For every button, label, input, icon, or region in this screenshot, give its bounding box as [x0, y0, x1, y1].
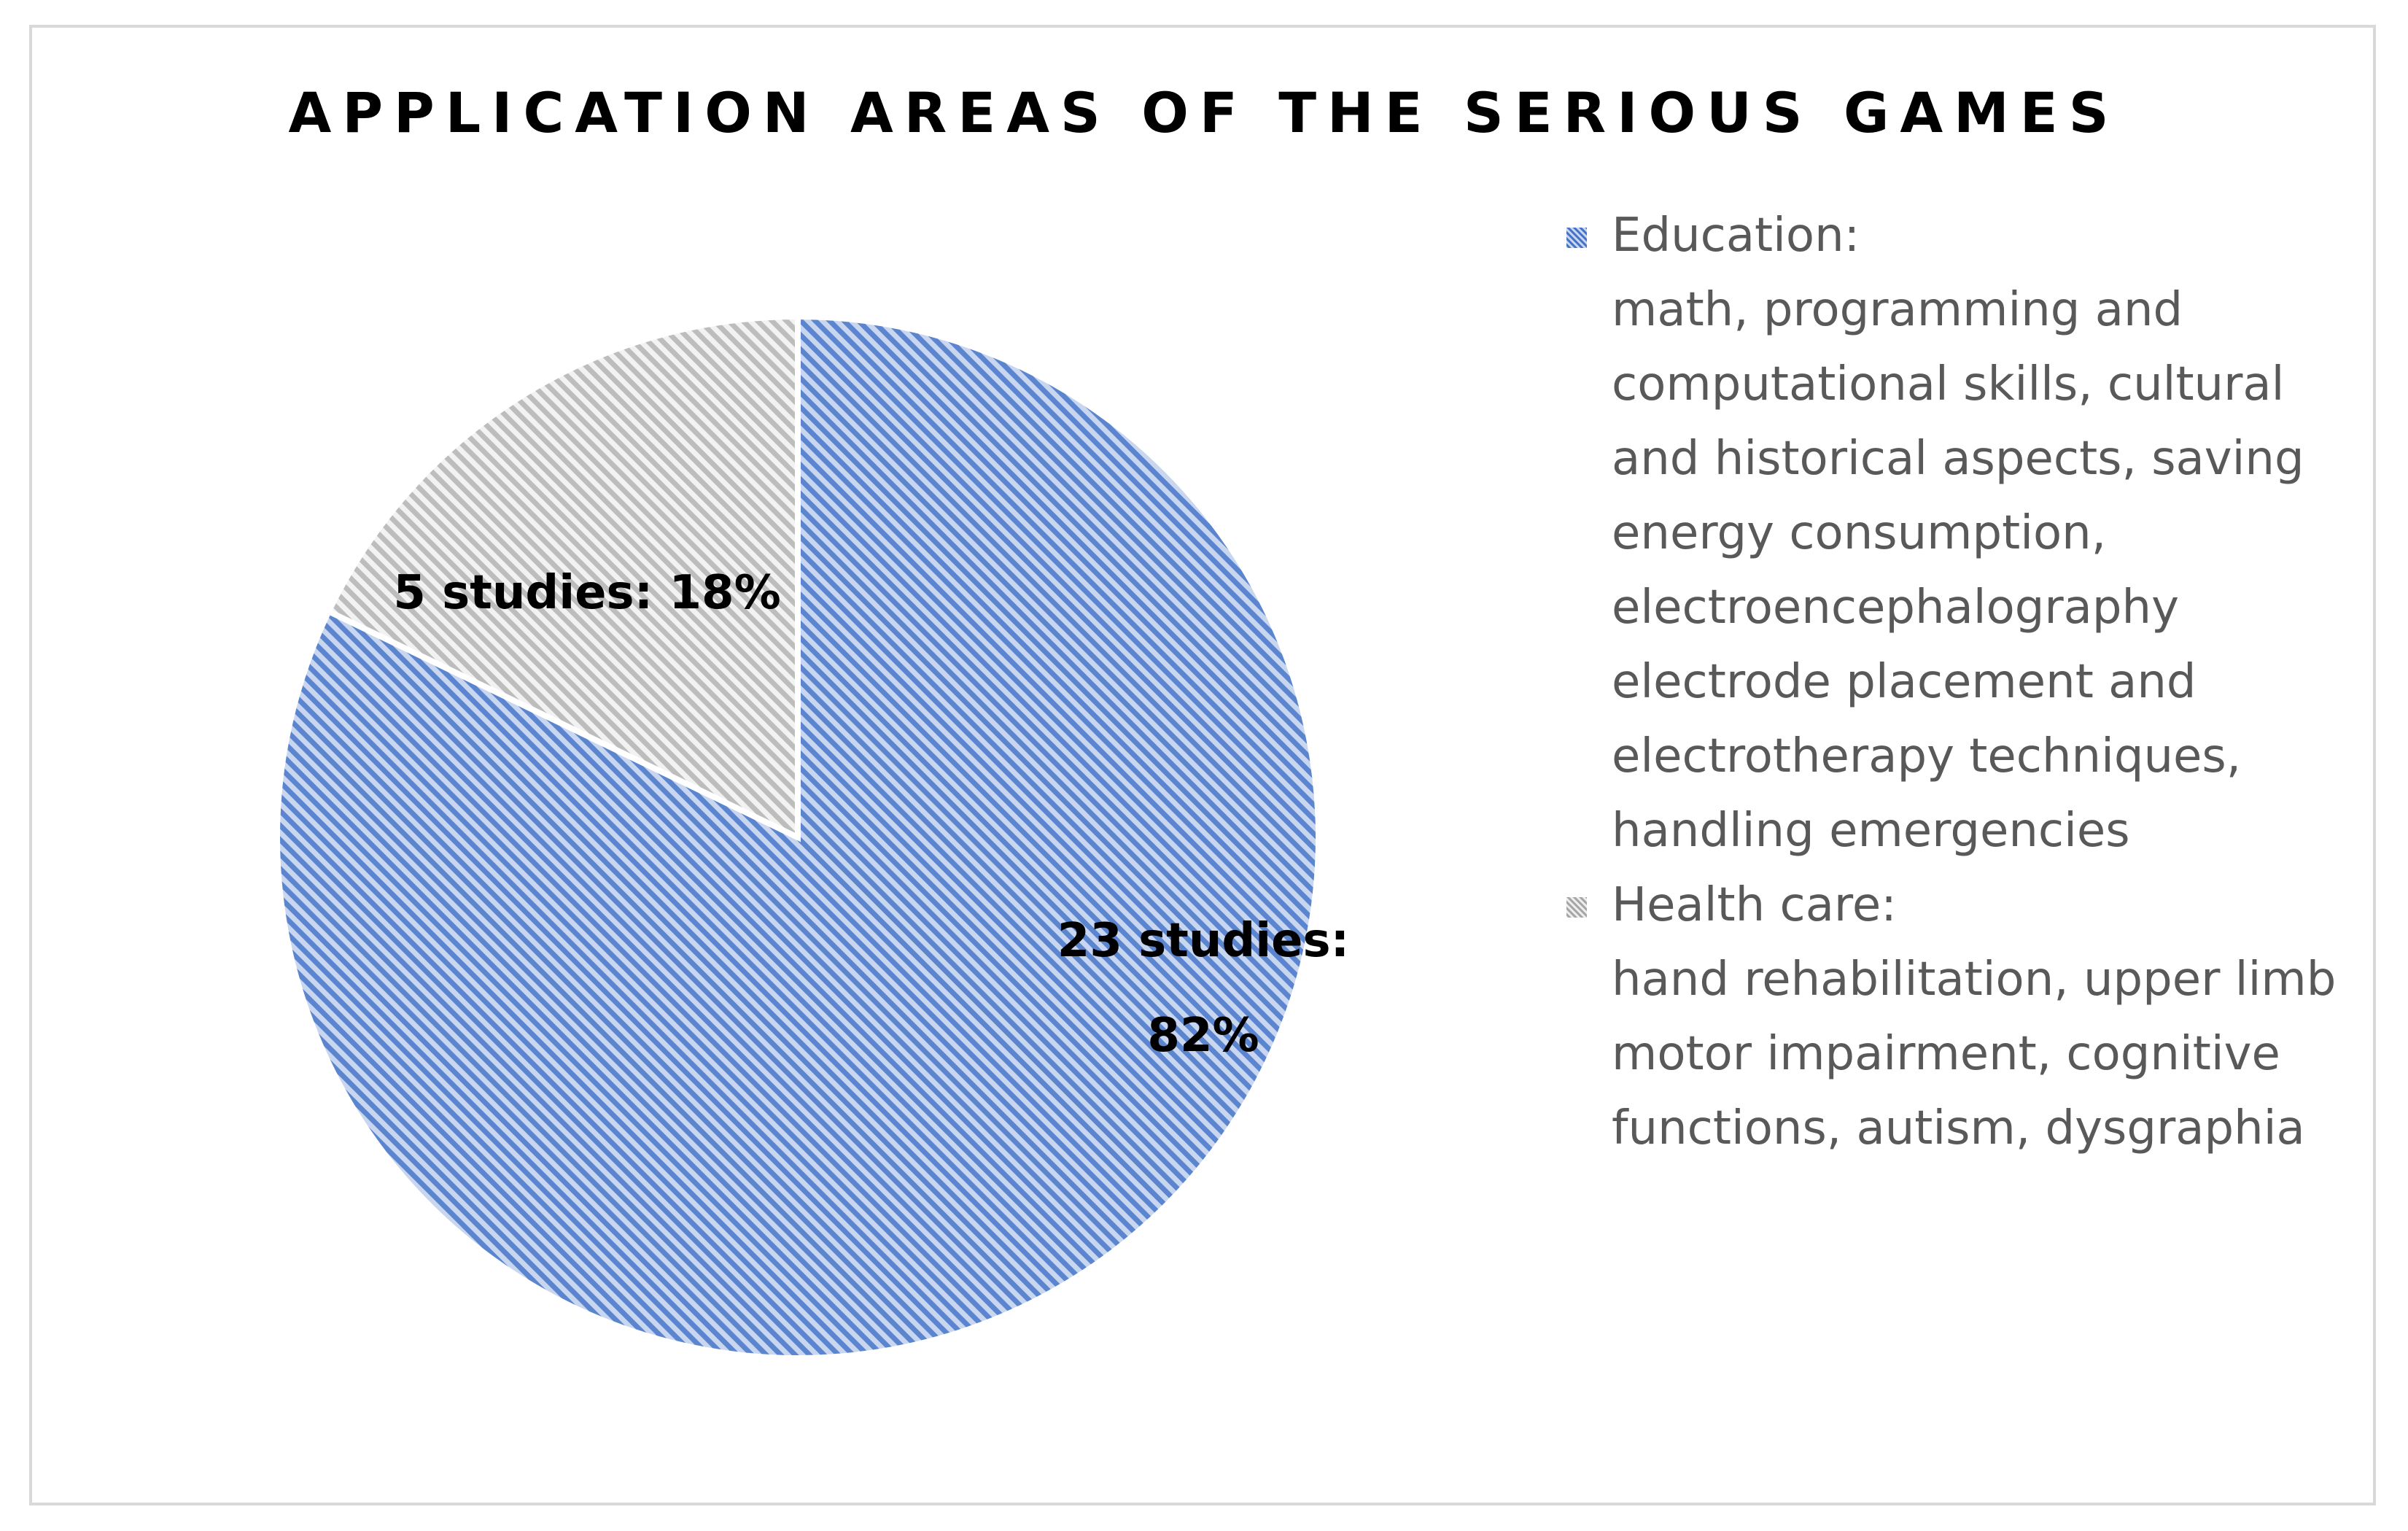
chart-title: APPLICATION AREAS OF THE SERIOUS GAMES	[288, 80, 2120, 145]
legend-swatch-health-care	[1566, 897, 1587, 918]
legend-description-education: math, programming and computational skil…	[1612, 283, 2304, 858]
legend-label-health-care: Health care: hand rehabilitation, upper …	[1612, 868, 2376, 1166]
legend-name-education: Education:	[1612, 209, 1860, 263]
legend-swatch-education	[1566, 228, 1587, 248]
slice-label-health-care: 5 studies: 18%	[393, 566, 781, 620]
slice-label-education: 23 studies: 82%	[1057, 914, 1350, 1063]
pie-slice-health-care	[325, 313, 801, 842]
legend-name-health-care: Health care:	[1612, 878, 1897, 932]
legend-label-education: Education: math, programming and computa…	[1612, 198, 2376, 868]
legend-entry-education: Education: math, programming and computa…	[1566, 198, 2376, 868]
pie-slices	[274, 313, 1321, 1361]
legend-description-health-care: hand rehabilitation, upper limb motor im…	[1612, 953, 2337, 1155]
chart-legend: Education: math, programming and computa…	[1566, 198, 2376, 1166]
legend-entry-health-care: Health care: hand rehabilitation, upper …	[1566, 868, 2376, 1166]
